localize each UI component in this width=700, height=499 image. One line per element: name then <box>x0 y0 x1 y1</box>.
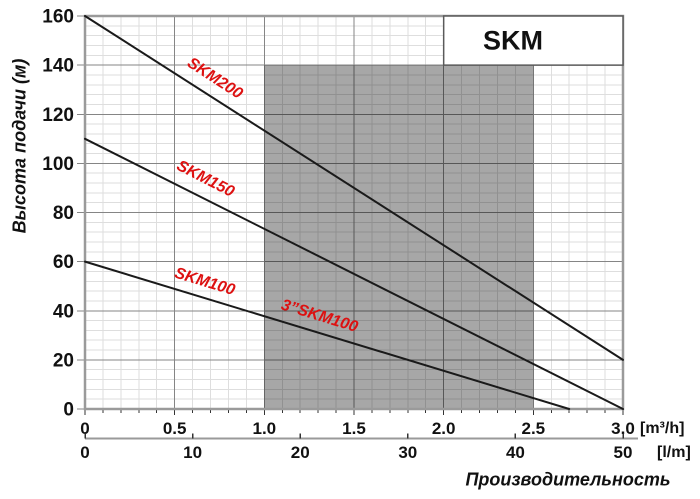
x-secondary-tick-label: 40 <box>506 443 525 462</box>
x-tick-label: 0 <box>80 419 89 438</box>
x-tick-label: 0.5 <box>163 419 187 438</box>
chart-title: SKM <box>483 26 543 56</box>
curve-label: SKM100 <box>172 265 237 299</box>
curve-SKM150 <box>84 137 624 410</box>
x-secondary-axis: 0 10 20 30 40 50 [l/m] <box>80 433 691 462</box>
x-secondary-tick-label: 10 <box>183 443 202 462</box>
plot-border <box>83 14 625 411</box>
title-box <box>442 15 624 66</box>
y-tick-label: 140 <box>42 56 74 77</box>
x-tick-label: 2.5 <box>522 419 546 438</box>
y-tick-label: 40 <box>53 301 74 322</box>
x-primary-unit: [m³/h] <box>640 420 684 437</box>
y-tick-label: 80 <box>53 203 74 224</box>
curve-SKM200 <box>84 15 624 361</box>
x-primary-tick-labels: 0 0.5 1.0 1.5 2.0 2.5 3.0 <box>80 419 635 438</box>
y-tick-label: 120 <box>42 105 74 126</box>
y-tick-label: 100 <box>42 154 74 175</box>
x-secondary-tick-label: 30 <box>398 443 417 462</box>
y-tick-labels: 0 20 40 60 80 100 120 140 160 <box>42 7 74 421</box>
series-lines <box>84 15 624 410</box>
x-tick-label: 3.0 <box>611 419 635 438</box>
curve-SKM100 <box>84 260 571 410</box>
x-secondary-tick-label: 0 <box>80 443 89 462</box>
y-tick-label: 0 <box>63 400 74 421</box>
x-secondary-unit: [l/m] <box>657 444 691 461</box>
y-tick-label: 20 <box>53 350 74 371</box>
y-tick-label: 60 <box>53 252 74 273</box>
x-tick-label: 2.0 <box>432 419 456 438</box>
x-tick-label: 1.5 <box>342 419 366 438</box>
x-secondary-tick-label: 50 <box>614 443 633 462</box>
x-secondary-tick-label: 20 <box>291 443 310 462</box>
x-tick-label: 1.0 <box>253 419 277 438</box>
operating-region <box>264 65 534 409</box>
y-tick-label: 160 <box>42 7 74 28</box>
curve-label: SKM200 <box>184 54 246 102</box>
